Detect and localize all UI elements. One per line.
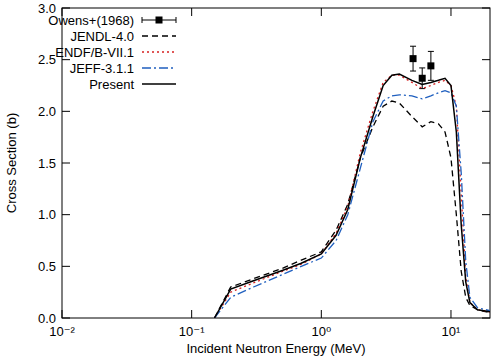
y-tick bbox=[62, 163, 70, 164]
x-tick bbox=[321, 8, 322, 16]
y-axis-title: Cross Section (b) bbox=[4, 113, 19, 213]
legend-swatch bbox=[142, 35, 176, 36]
error-bar-cap bbox=[428, 80, 434, 81]
data-point bbox=[419, 75, 426, 82]
y-tick bbox=[62, 111, 70, 112]
error-bar bbox=[428, 51, 434, 80]
x-tick-label: 10⁻¹ bbox=[179, 324, 205, 339]
x-tick bbox=[191, 310, 192, 318]
error-bar bbox=[410, 46, 416, 71]
y-tick bbox=[482, 318, 490, 319]
y-tick-label: 2.5 bbox=[38, 52, 56, 67]
y-tick bbox=[482, 163, 490, 164]
y-tick-label: 1.0 bbox=[38, 207, 56, 222]
x-tick-label: 10⁰ bbox=[311, 324, 331, 339]
y-tick-label: 0.0 bbox=[38, 311, 56, 326]
y-tick bbox=[482, 266, 490, 267]
legend-label: JENDL-4.0 bbox=[70, 29, 134, 44]
y-tick bbox=[62, 8, 70, 9]
y-tick-label: 2.0 bbox=[38, 104, 56, 119]
x-tick bbox=[450, 8, 451, 16]
legend-label: JEFF-3.1.1 bbox=[70, 61, 134, 76]
x-tick bbox=[450, 310, 451, 318]
error-bar-cap bbox=[419, 67, 425, 68]
y-tick bbox=[62, 266, 70, 267]
plot-area bbox=[214, 46, 490, 318]
legend-swatch bbox=[142, 51, 176, 52]
y-tick bbox=[482, 59, 490, 60]
data-point bbox=[427, 62, 434, 69]
legend-label: Present bbox=[89, 77, 134, 92]
y-tick-label: 1.5 bbox=[38, 156, 56, 171]
y-tick bbox=[62, 318, 70, 319]
series-line bbox=[214, 91, 490, 318]
x-tick bbox=[321, 310, 322, 318]
legend-swatch bbox=[142, 17, 143, 23]
y-tick-label: 0.5 bbox=[38, 259, 56, 274]
legend-label: Owens+(1968) bbox=[48, 13, 134, 28]
legend: Owens+(1968)JENDL-4.0ENDF/B-VII.1JEFF-3.… bbox=[48, 13, 176, 92]
error-bar-cap bbox=[428, 51, 434, 52]
legend-swatch bbox=[156, 17, 163, 24]
error-bar-cap bbox=[410, 71, 416, 72]
x-tick-label: 10⁻² bbox=[49, 324, 75, 339]
chart: 10⁻²10⁻¹10⁰10¹0.00.51.01.52.02.53.0Incid… bbox=[0, 0, 500, 359]
x-tick-label: 10¹ bbox=[442, 324, 461, 339]
data-point bbox=[410, 55, 417, 62]
legend-swatch bbox=[176, 17, 177, 23]
x-axis-title: Incident Neutron Energy (MeV) bbox=[186, 341, 365, 356]
x-tick bbox=[191, 8, 192, 16]
error-bar bbox=[419, 68, 425, 89]
y-tick bbox=[62, 214, 70, 215]
y-tick bbox=[482, 111, 490, 112]
error-bar-cap bbox=[410, 46, 416, 47]
series-line bbox=[214, 75, 490, 318]
x-tick bbox=[62, 310, 63, 318]
legend-swatch bbox=[142, 67, 176, 68]
legend-label: ENDF/B-VII.1 bbox=[55, 45, 134, 60]
legend-swatch bbox=[142, 83, 176, 85]
y-tick bbox=[482, 8, 490, 9]
series-line bbox=[214, 74, 490, 318]
y-tick bbox=[482, 214, 490, 215]
